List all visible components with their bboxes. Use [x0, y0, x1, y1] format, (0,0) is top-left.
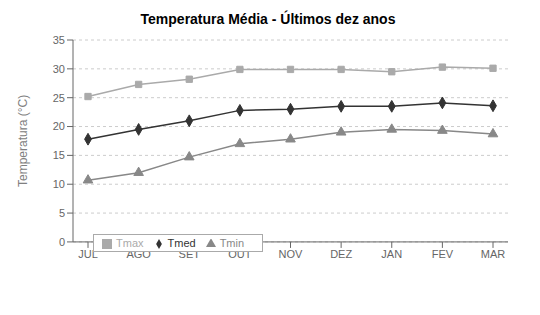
svg-text:JUL: JUL	[78, 248, 98, 260]
svg-text:5: 5	[59, 207, 65, 219]
svg-text:Temperatura (°C): Temperatura (°C)	[16, 95, 30, 187]
svg-text:0: 0	[59, 236, 65, 248]
html-text:Tmed: Tmed	[167, 236, 196, 249]
html-text:Tmax: Tmax	[116, 236, 144, 249]
svg-text:10: 10	[53, 178, 65, 190]
svg-text:OUT: OUT	[228, 248, 252, 260]
html-text:Temperatura Média - Últimos de: Temperatura Média - Últimos dez anos	[140, 11, 396, 27]
html-text:Tmin: Tmin	[219, 236, 245, 249]
svg-text:DEZ: DEZ	[330, 248, 352, 260]
svg-text:35: 35	[53, 34, 65, 46]
svg-text:NOV: NOV	[279, 248, 304, 260]
svg-text:AGO: AGO	[126, 248, 151, 260]
svg-text:25: 25	[53, 92, 65, 104]
svg-text:SET: SET	[179, 248, 201, 260]
svg-text:15: 15	[53, 149, 65, 161]
svg-text:30: 30	[53, 63, 65, 75]
svg-text:JAN: JAN	[381, 248, 402, 260]
svg-text:MAR: MAR	[481, 248, 506, 260]
svg-text:20: 20	[53, 120, 65, 132]
svg-text:FEV: FEV	[432, 248, 454, 260]
